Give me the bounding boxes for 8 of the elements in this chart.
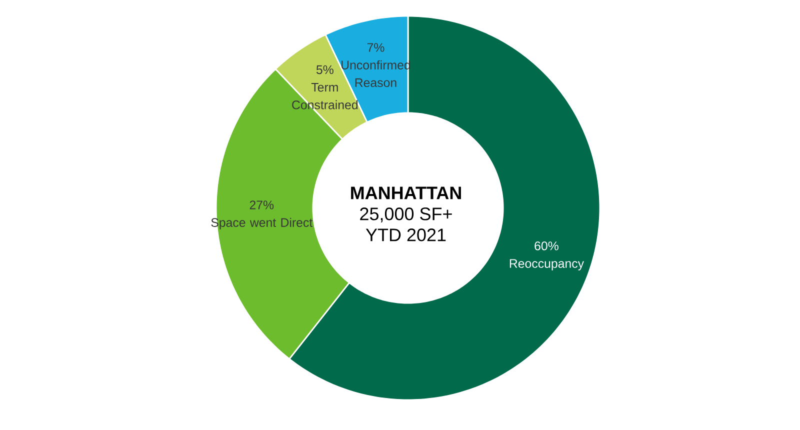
data-label: 27% (250, 200, 274, 210)
data-label: 7% (367, 43, 384, 52)
text: 25,000 SF+ (360, 208, 452, 222)
data-label: 5% (316, 65, 334, 74)
text: YTD 2021 (366, 228, 446, 242)
slice-label: Reoccupancy (510, 259, 584, 270)
data-label: 60% (534, 242, 558, 250)
text: MANHATTAN (351, 186, 461, 200)
